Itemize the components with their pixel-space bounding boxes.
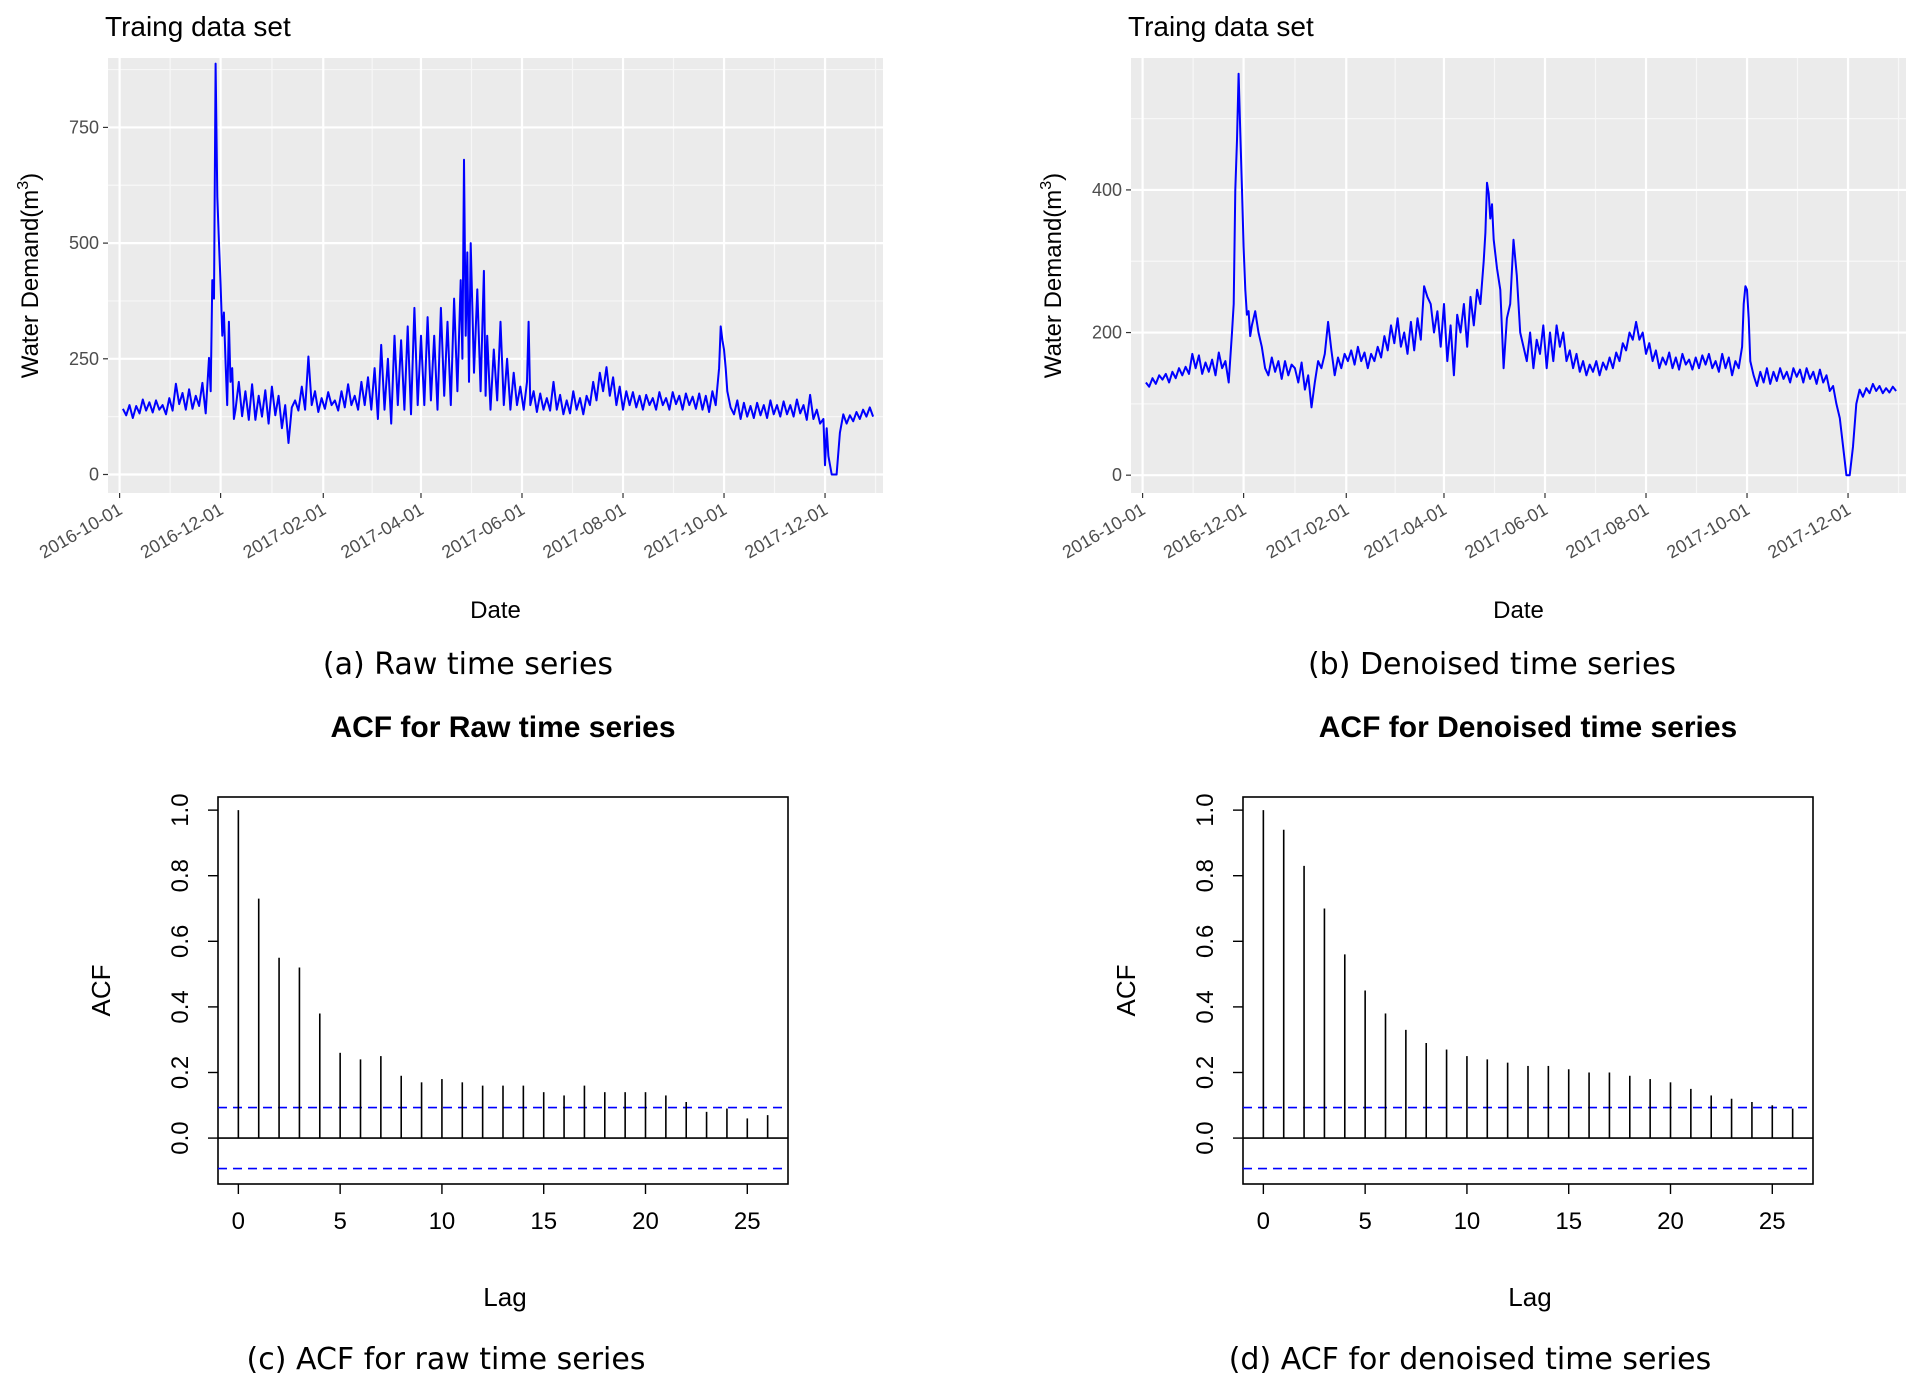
y-tick-label: 0: [1112, 465, 1122, 485]
x-tick-label: 10: [1454, 1208, 1481, 1235]
panel-caption: (d) ACF for denoised time series: [1229, 1342, 1712, 1377]
panel-title: Traing data set: [105, 11, 291, 42]
x-tick-label: 15: [1555, 1208, 1582, 1235]
y-tick-label: 1.0: [1192, 793, 1219, 826]
y-tick-label: 0.8: [1192, 859, 1219, 892]
time-series-panel-a: Traing data set 0 250 500 750 2016-10-01 2016-…: [15, 11, 883, 682]
y-tick-label: 200: [1092, 323, 1122, 343]
acf-title: ACF for Raw time series: [330, 711, 675, 744]
x-tick-label: 2017-02-01: [240, 499, 330, 562]
plot-box: [1242, 796, 1814, 1185]
y-tick-label: 0.6: [1192, 925, 1219, 958]
x-tick-label: 25: [734, 1208, 761, 1235]
x-tick-label: 0: [1257, 1208, 1270, 1235]
x-tick-label: 2017-06-01: [438, 499, 528, 562]
y-axis-label: Water Demand(m3): [15, 173, 44, 378]
y-axis-label-superscript: 3: [15, 181, 32, 190]
x-tick-label: 2016-12-01: [1160, 499, 1250, 562]
x-tick-label: 2017-12-01: [1764, 499, 1854, 562]
plot-background: [1131, 58, 1906, 493]
acf-title: ACF for Denoised time series: [1319, 711, 1737, 744]
y-axis-label-main: Water Demand(m: [1040, 190, 1067, 378]
acf-panel-c: ACF for Raw time series 0 5 10 15 20 25 0.0 0.2 0…: [86, 711, 789, 1377]
x-axis-label: Lag: [1508, 1282, 1551, 1312]
x-tick-label: 10: [429, 1208, 456, 1235]
x-axis-label: Date: [1493, 597, 1544, 624]
x-tick-label: 2017-02-01: [1263, 499, 1353, 562]
y-tick-label: 1.0: [167, 793, 194, 826]
x-tick-label: 2017-12-01: [741, 499, 831, 562]
y-tick-label: 0.0: [1192, 1121, 1219, 1154]
y-tick-label: 0.0: [167, 1121, 194, 1154]
water-demand-series-line: [122, 62, 875, 476]
y-tick-label: 0.2: [167, 1056, 194, 1089]
y-axis-label-superscript: 3: [1038, 181, 1055, 190]
y-tick-label: 750: [69, 117, 99, 137]
x-tick-label: 2017-10-01: [1663, 499, 1753, 562]
x-tick-label: 20: [632, 1208, 659, 1235]
y-tick-label: 0.4: [1192, 990, 1219, 1023]
x-tick-label: 2016-12-01: [137, 499, 227, 562]
panel-title: Traing data set: [1128, 11, 1314, 42]
y-tick-label: 0.6: [167, 925, 194, 958]
acf-panel-d: ACF for Denoised time series 0 5 10 15 20 25 0.…: [1111, 711, 1814, 1377]
y-axis-label: ACF: [1111, 965, 1141, 1017]
time-series-panel-b: Traing data set 0 200 400 2016-10-01 2016-12-…: [1038, 11, 1906, 682]
water-demand-series-line: [1145, 72, 1897, 477]
x-tick-label: 2017-10-01: [640, 499, 730, 562]
x-tick-label: 25: [1759, 1208, 1786, 1235]
y-tick-label: 250: [69, 349, 99, 369]
y-axis-label-close: ): [1040, 173, 1067, 181]
x-tick-label: 2017-08-01: [1562, 499, 1652, 562]
y-tick-label: 0.2: [1192, 1056, 1219, 1089]
x-tick-label: 2017-04-01: [1360, 499, 1450, 562]
y-tick-label: 0.8: [167, 859, 194, 892]
x-tick-label: 5: [1358, 1208, 1371, 1235]
plot-box: [217, 796, 789, 1185]
plot-background: [108, 58, 883, 493]
y-axis-label: Water Demand(m3): [1038, 173, 1067, 378]
x-tick-label: 20: [1657, 1208, 1684, 1235]
x-tick-label: 2016-10-01: [36, 499, 126, 562]
x-axis-label: Lag: [483, 1282, 526, 1312]
panel-caption: (b) Denoised time series: [1308, 647, 1676, 682]
x-tick-label: 15: [530, 1208, 557, 1235]
x-tick-label: 2017-06-01: [1461, 499, 1551, 562]
y-axis-label: ACF: [86, 965, 116, 1017]
x-tick-label: 2017-04-01: [337, 499, 427, 562]
x-tick-label: 2017-08-01: [539, 499, 629, 562]
x-axis-label: Date: [470, 597, 521, 624]
y-tick-label: 0: [89, 464, 99, 484]
x-tick-label: 2016-10-01: [1059, 499, 1149, 562]
panel-caption: (a) Raw time series: [323, 647, 613, 682]
y-axis-label-close: ): [17, 173, 44, 181]
x-tick-label: 5: [333, 1208, 346, 1235]
y-axis-label-main: Water Demand(m: [17, 190, 44, 378]
y-tick-label: 500: [69, 233, 99, 253]
panel-caption: (c) ACF for raw time series: [247, 1342, 646, 1377]
x-tick-label: 0: [232, 1208, 245, 1235]
y-tick-label: 0.4: [167, 990, 194, 1023]
y-tick-label: 400: [1092, 180, 1122, 200]
